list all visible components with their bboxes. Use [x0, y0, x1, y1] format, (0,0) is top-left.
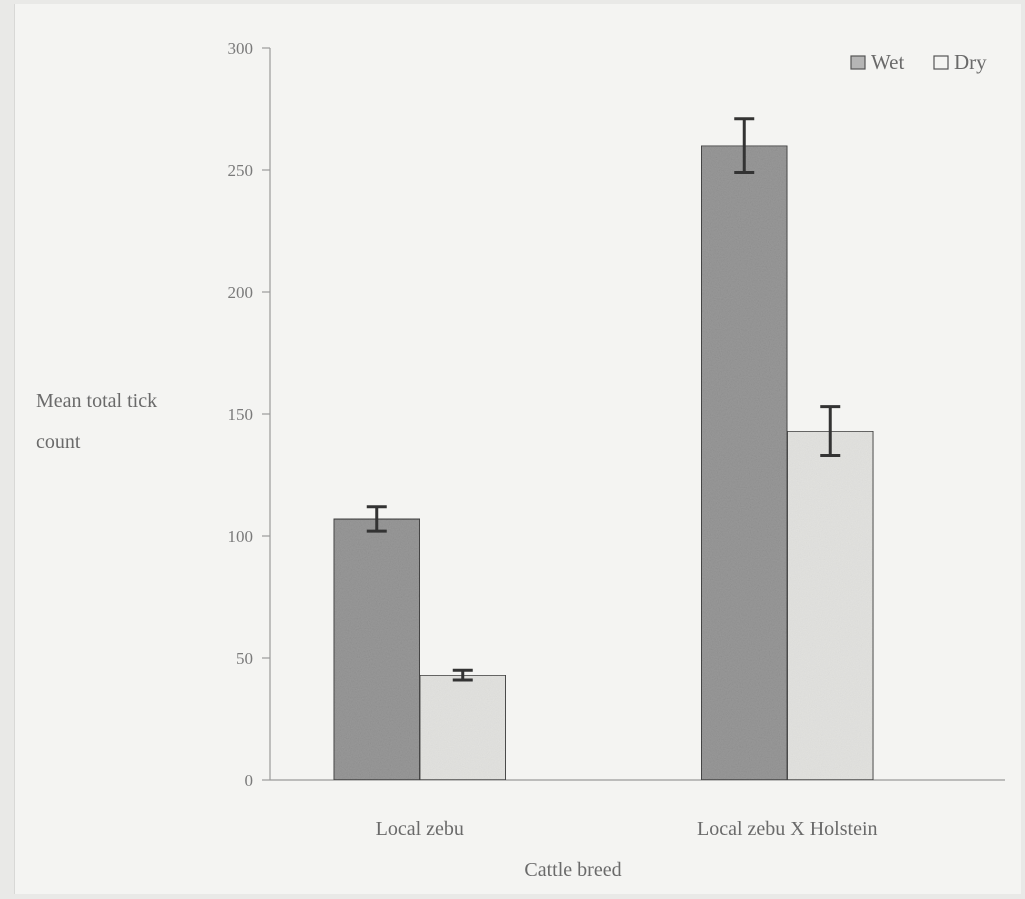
error-bar-wet-1: [734, 117, 755, 174]
y-tick-label: 100: [228, 527, 254, 546]
legend-swatch-wet: [850, 55, 866, 70]
legend-swatch-dry: [933, 55, 949, 70]
error-bar-dry-1: [820, 405, 841, 457]
x-axis: Local zebu Local zebu X Holstein: [270, 779, 1005, 840]
bar-wet-1: [700, 144, 788, 781]
legend: Wet Dry: [850, 50, 987, 74]
legend-label-wet: Wet: [871, 50, 904, 74]
bar-dry-0: [419, 674, 507, 781]
bar-dry-1: [786, 430, 874, 781]
error-bars-group: [366, 117, 841, 682]
y-tick-label: 200: [228, 283, 254, 302]
y-tick-label: 150: [228, 405, 254, 424]
bar-wet-0: [333, 518, 421, 781]
x-axis-title: Cattle breed: [524, 859, 621, 881]
error-bar-dry-0: [452, 668, 473, 682]
bar-chart: 0 50 100 150 200 250 300 Local zebu Local zebu …: [36, 39, 1005, 881]
chart-frame: 0 50 100 150 200 250 300 Local zebu Local zebu …: [14, 4, 1021, 894]
y-axis-title: Mean total tick count: [36, 390, 157, 453]
bars-group: [333, 144, 874, 781]
y-tick-label: 50: [236, 649, 253, 668]
y-tick-label: 0: [245, 771, 254, 790]
legend-label-dry: Dry: [954, 50, 987, 74]
x-category-label: Local zebu: [376, 818, 464, 840]
y-axis-title-line-1: Mean total tick: [36, 390, 157, 412]
y-axis-title-line-2: count: [36, 431, 81, 453]
y-axis: 0 50 100 150 200 250 300: [228, 39, 271, 790]
y-tick-label: 250: [228, 161, 254, 180]
error-bar-wet-0: [366, 505, 387, 533]
y-tick-label: 300: [228, 39, 254, 58]
x-category-label: Local zebu X Holstein: [697, 818, 878, 840]
